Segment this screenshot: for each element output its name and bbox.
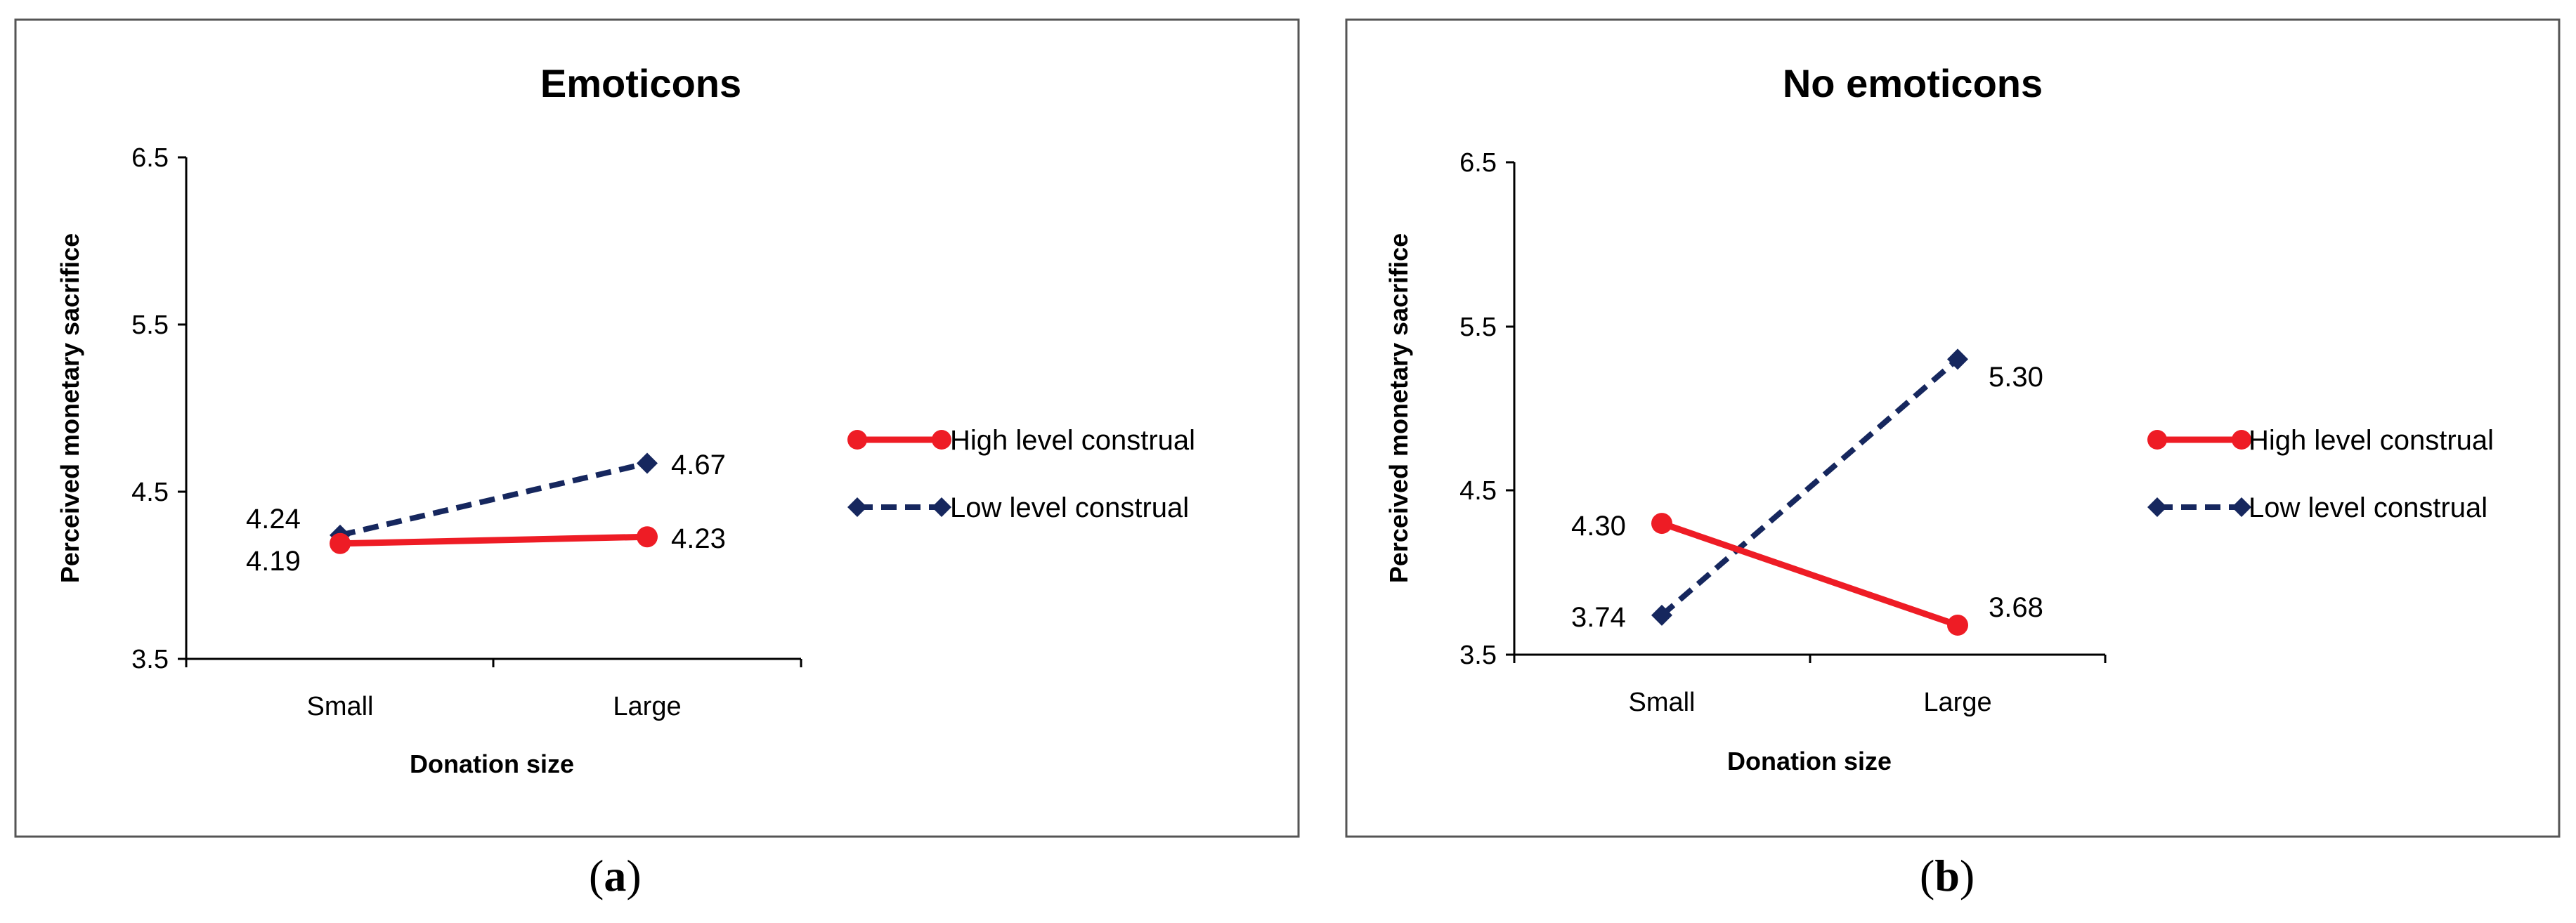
caption-a: (a) bbox=[589, 851, 642, 901]
panel-a-legend-low-label: Low level construal bbox=[950, 492, 1189, 523]
panel-a-legend-high-marker bbox=[932, 430, 951, 450]
panel-a-ytick-label: 4.5 bbox=[131, 478, 169, 507]
panel-b-data-label-high-large: 3.68 bbox=[1989, 592, 2043, 623]
caption-b: (b) bbox=[1920, 851, 1975, 901]
panel-a-xtick-label: Small bbox=[306, 692, 373, 721]
panel-a-legend-high-marker bbox=[847, 430, 867, 450]
panel-a-x-axis-label: Donation size bbox=[410, 749, 574, 778]
panel-a-legend-low-marker bbox=[932, 497, 951, 517]
panel-a-legend: High level construal Low level construal bbox=[847, 425, 1195, 523]
panel-b-ytick-label: 5.5 bbox=[1459, 313, 1497, 342]
panel-b-legend-low-label: Low level construal bbox=[2249, 492, 2487, 523]
panel-a-marker-high-small bbox=[330, 532, 351, 554]
panel-b: No emoticons 3.5 4.5 5.5 6.5 Small Large… bbox=[1345, 18, 2561, 838]
panel-b-axis-ticks bbox=[1506, 161, 2107, 663]
panel-a-legend-high-label: High level construal bbox=[950, 425, 1195, 456]
panel-a-data-label-low-large: 4.67 bbox=[671, 450, 726, 480]
panel-b-x-axis-label: Donation size bbox=[1727, 747, 1892, 775]
panel-a-frame bbox=[14, 18, 1300, 838]
panel-b-legend: High level construal Low level construal bbox=[2147, 425, 2494, 523]
panel-b-marker-high-large bbox=[1947, 614, 1968, 636]
panel-a-title: Emoticons bbox=[540, 61, 741, 105]
panel-b-marker-low-large bbox=[1947, 348, 1968, 370]
panel-a-series-line-low bbox=[339, 460, 648, 538]
panel-b-marker-low-small bbox=[1651, 604, 1672, 626]
panel-a-data-label-high-large: 4.23 bbox=[671, 523, 726, 554]
panel-a-axis-ticks bbox=[178, 156, 802, 667]
panel-a-xtick-label: Large bbox=[613, 692, 681, 721]
panel-b-series-line-high bbox=[1660, 520, 1959, 629]
panel-b-plot-area bbox=[1651, 348, 1968, 636]
panel-b-legend-low-marker bbox=[2147, 497, 2167, 517]
panel-a-y-axis-label: Perceived monetary sacrifice bbox=[56, 233, 84, 583]
panel-b-ytick-label: 6.5 bbox=[1459, 148, 1497, 178]
panel-b-ytick-label: 3.5 bbox=[1459, 641, 1497, 670]
panel-b-marker-high-small bbox=[1651, 513, 1672, 535]
panel-a-marker-high-large bbox=[637, 526, 658, 548]
panel-b-legend-low-marker bbox=[2232, 497, 2251, 517]
panel-b-y-axis-label: Perceived monetary sacrifice bbox=[1384, 233, 1413, 583]
panel-b-legend-high-marker bbox=[2147, 430, 2167, 450]
panel-b-data-label-low-large: 5.30 bbox=[1989, 362, 2043, 393]
caption-b-letter: b bbox=[1934, 851, 1960, 901]
panel-b-xtick-label: Small bbox=[1628, 688, 1695, 717]
panel-b-legend-high-marker bbox=[2232, 430, 2251, 450]
caption-a-letter: a bbox=[604, 851, 626, 901]
panel-a-series-line-high bbox=[339, 533, 648, 547]
panel-a-plot-area bbox=[330, 452, 658, 554]
panel-a: Emoticons 3.5 4.5 5.5 6.5 Small Large Do… bbox=[14, 18, 1300, 838]
panel-b-title: No emoticons bbox=[1783, 61, 2043, 105]
panel-a-data-label-high-small: 4.19 bbox=[246, 546, 301, 577]
panel-a-ytick-label: 3.5 bbox=[131, 645, 169, 674]
panel-b-series-line-low bbox=[1660, 357, 1960, 617]
panel-b-legend-high-label: High level construal bbox=[2249, 425, 2494, 456]
panel-a-marker-low-large bbox=[637, 452, 658, 474]
panel-b-frame bbox=[1345, 18, 2561, 838]
panel-b-data-label-high-small: 4.30 bbox=[1571, 511, 1626, 542]
panel-b-xtick-label: Large bbox=[1923, 688, 1991, 717]
panel-a-data-label-low-small: 4.24 bbox=[246, 504, 301, 535]
panel-a-ytick-label: 6.5 bbox=[131, 143, 169, 173]
panel-b-data-label-low-small: 3.74 bbox=[1571, 602, 1626, 633]
panel-b-ytick-label: 4.5 bbox=[1459, 476, 1497, 506]
panel-a-legend-low-marker bbox=[847, 497, 867, 517]
panel-a-ytick-label: 5.5 bbox=[131, 310, 169, 340]
